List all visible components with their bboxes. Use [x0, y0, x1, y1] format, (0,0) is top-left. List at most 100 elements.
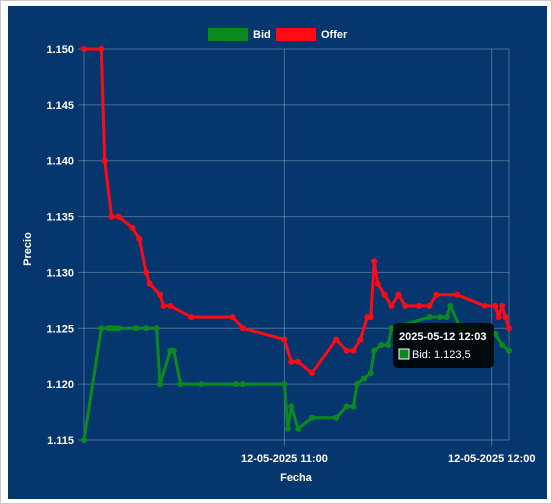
data-point-offer[interactable] — [495, 314, 502, 321]
data-point-bid[interactable] — [354, 381, 360, 388]
data-point-offer[interactable] — [167, 302, 174, 309]
y-axis-title: Precio — [22, 232, 34, 266]
y-tick-label: 1.145 — [46, 100, 74, 112]
y-tick-label: 1.135 — [46, 212, 74, 224]
data-point-offer[interactable] — [371, 258, 378, 265]
data-point-bid[interactable] — [284, 425, 291, 432]
data-point-offer[interactable] — [157, 291, 163, 298]
y-tick-label: 1.120 — [46, 379, 74, 391]
data-point-offer[interactable] — [281, 336, 288, 343]
data-point-offer[interactable] — [101, 157, 108, 164]
y-tick-label: 1.140 — [46, 156, 74, 168]
data-point-bid[interactable] — [447, 302, 454, 309]
data-point-bid[interactable] — [443, 314, 450, 321]
data-point-bid[interactable] — [239, 381, 246, 388]
data-point-bid[interactable] — [385, 342, 392, 348]
data-point-bid[interactable] — [367, 370, 374, 376]
data-point-offer[interactable] — [146, 280, 153, 287]
data-point-offer[interactable] — [115, 213, 122, 220]
y-axis-ticks: 1.115 1.120 1.125 1.130 1.135 1.140 1.145 1.150 — [46, 44, 74, 447]
data-point-offer[interactable] — [343, 347, 350, 354]
data-point-offer[interactable] — [108, 213, 115, 220]
data-point-offer[interactable] — [381, 291, 388, 298]
data-point-bid[interactable] — [371, 347, 378, 354]
data-point-offer[interactable] — [160, 302, 167, 309]
data-point-offer[interactable] — [402, 302, 409, 309]
data-point-bid[interactable] — [343, 403, 350, 410]
y-tick-label: 1.150 — [46, 44, 74, 56]
data-point-bid[interactable] — [143, 325, 150, 332]
legend-label-offer[interactable]: Offer — [321, 29, 348, 41]
legend-label-bid[interactable]: Bid — [253, 29, 271, 41]
x-axis-ticks: 12-05-2025 11:00 12-05-2025 12:00 — [241, 453, 535, 465]
data-point-offer[interactable] — [143, 269, 150, 276]
grid — [78, 48, 510, 446]
legend[interactable]: Bid Offer — [208, 28, 348, 41]
data-point-bid[interactable] — [350, 403, 357, 410]
y-tick-label: 1.130 — [46, 267, 74, 279]
data-point-offer[interactable] — [388, 302, 395, 309]
data-point-offer[interactable] — [502, 314, 509, 321]
y-tick-label: 1.125 — [46, 323, 74, 335]
data-point-bid[interactable] — [281, 381, 288, 388]
data-point-bid[interactable] — [436, 314, 443, 321]
series-group — [81, 46, 512, 443]
data-point-offer[interactable] — [229, 314, 236, 321]
data-point-bid[interactable] — [288, 403, 295, 410]
data-point-offer[interactable] — [288, 358, 295, 365]
x-tick-label: 12-05-2025 11:00 — [241, 453, 328, 465]
data-point-offer[interactable] — [129, 224, 136, 231]
x-tick-label: 12-05-2025 12:00 — [448, 453, 535, 465]
data-point-bid[interactable] — [378, 342, 385, 348]
data-point-bid[interactable] — [426, 314, 433, 321]
data-point-bid[interactable] — [170, 347, 177, 354]
data-point-offer[interactable] — [367, 314, 374, 321]
data-point-offer[interactable] — [395, 291, 402, 298]
tooltip: 2025-05-12 12:03 Bid: 1.123,5 — [393, 323, 494, 368]
data-point-bid[interactable] — [499, 342, 506, 348]
data-point-bid[interactable] — [177, 381, 184, 388]
price-line-chart[interactable]: 1.115 1.120 1.125 1.130 1.135 1.140 1.145 1.150… — [8, 6, 547, 499]
data-point-offer[interactable] — [426, 302, 433, 309]
legend-swatch-bid — [208, 28, 248, 41]
data-point-offer[interactable] — [81, 46, 87, 52]
data-point-offer[interactable] — [481, 302, 488, 309]
data-point-bid[interactable] — [157, 381, 163, 388]
data-point-offer[interactable] — [188, 314, 195, 321]
data-point-bid[interactable] — [198, 381, 205, 388]
y-tick-label: 1.115 — [47, 435, 74, 447]
data-point-offer[interactable] — [374, 280, 381, 287]
data-point-offer[interactable] — [350, 347, 357, 354]
data-point-offer[interactable] — [98, 46, 105, 52]
tooltip-title: 2025-05-12 12:03 — [399, 331, 486, 343]
data-point-bid[interactable] — [360, 375, 367, 382]
data-point-bid[interactable] — [153, 325, 160, 332]
tooltip-box — [393, 323, 494, 368]
data-point-offer[interactable] — [295, 358, 302, 365]
data-point-offer[interactable] — [454, 291, 461, 298]
data-point-offer[interactable] — [333, 336, 340, 343]
data-point-bid[interactable] — [132, 325, 139, 332]
data-point-bid[interactable] — [98, 325, 105, 332]
legend-swatch-offer — [276, 28, 316, 41]
data-point-bid[interactable] — [309, 414, 315, 421]
data-point-offer[interactable] — [499, 302, 506, 309]
tooltip-label: Bid: 1.123,5 — [412, 349, 471, 361]
data-point-offer[interactable] — [506, 325, 512, 332]
data-point-bid[interactable] — [295, 425, 302, 432]
data-point-bid[interactable] — [333, 414, 340, 421]
data-point-offer[interactable] — [433, 291, 440, 298]
data-point-offer[interactable] — [309, 370, 315, 376]
data-point-offer[interactable] — [492, 302, 499, 309]
data-point-offer[interactable] — [136, 235, 143, 242]
x-axis-title: Fecha — [280, 472, 313, 484]
data-point-bid[interactable] — [81, 437, 87, 443]
chart-panel: 1.115 1.120 1.125 1.130 1.135 1.140 1.145 1.150… — [8, 6, 547, 499]
data-point-bid[interactable] — [115, 325, 122, 332]
data-point-offer[interactable] — [416, 302, 423, 309]
data-point-bid[interactable] — [233, 381, 239, 388]
data-point-offer[interactable] — [357, 336, 364, 343]
data-point-bid[interactable] — [506, 347, 512, 354]
data-point-offer[interactable] — [239, 325, 246, 332]
